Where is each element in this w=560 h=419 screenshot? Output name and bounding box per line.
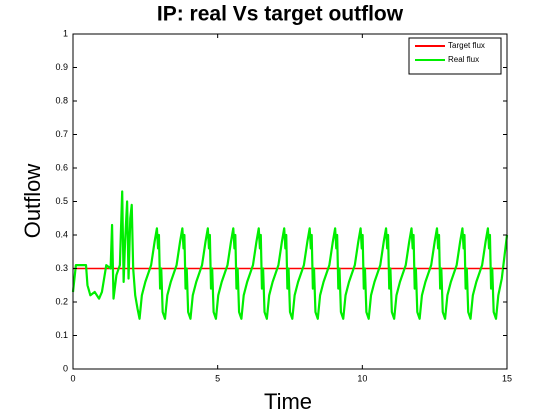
y-tick-label: 1 bbox=[63, 28, 68, 38]
x-tick-label: 10 bbox=[357, 373, 367, 383]
y-axis-label: Outflow bbox=[20, 164, 45, 239]
legend-label: Target flux bbox=[448, 41, 485, 50]
x-tick-label: 15 bbox=[502, 373, 512, 383]
legend-box bbox=[408, 37, 502, 75]
y-tick-label: 0.4 bbox=[55, 229, 68, 239]
data-line bbox=[71, 190, 509, 320]
y-tick-label: 0.3 bbox=[55, 263, 68, 273]
x-tick-label: 0 bbox=[70, 373, 75, 383]
y-tick-label: 0.1 bbox=[55, 330, 68, 340]
x-axis-label: Time bbox=[264, 389, 312, 414]
y-tick-label: 0.9 bbox=[55, 62, 68, 72]
legend-label: Real flux bbox=[448, 55, 479, 64]
y-tick-label: 0.5 bbox=[55, 196, 68, 206]
y-tick-label: 0.7 bbox=[55, 129, 68, 139]
y-tick-label: 0 bbox=[63, 363, 68, 373]
y-tick-label: 0.8 bbox=[55, 95, 68, 105]
chart-title: IP: real Vs target outflow bbox=[157, 3, 404, 26]
x-tick-label: 5 bbox=[215, 373, 220, 383]
y-tick-label: 0.2 bbox=[55, 296, 68, 306]
y-tick-label: 0.6 bbox=[55, 162, 68, 172]
